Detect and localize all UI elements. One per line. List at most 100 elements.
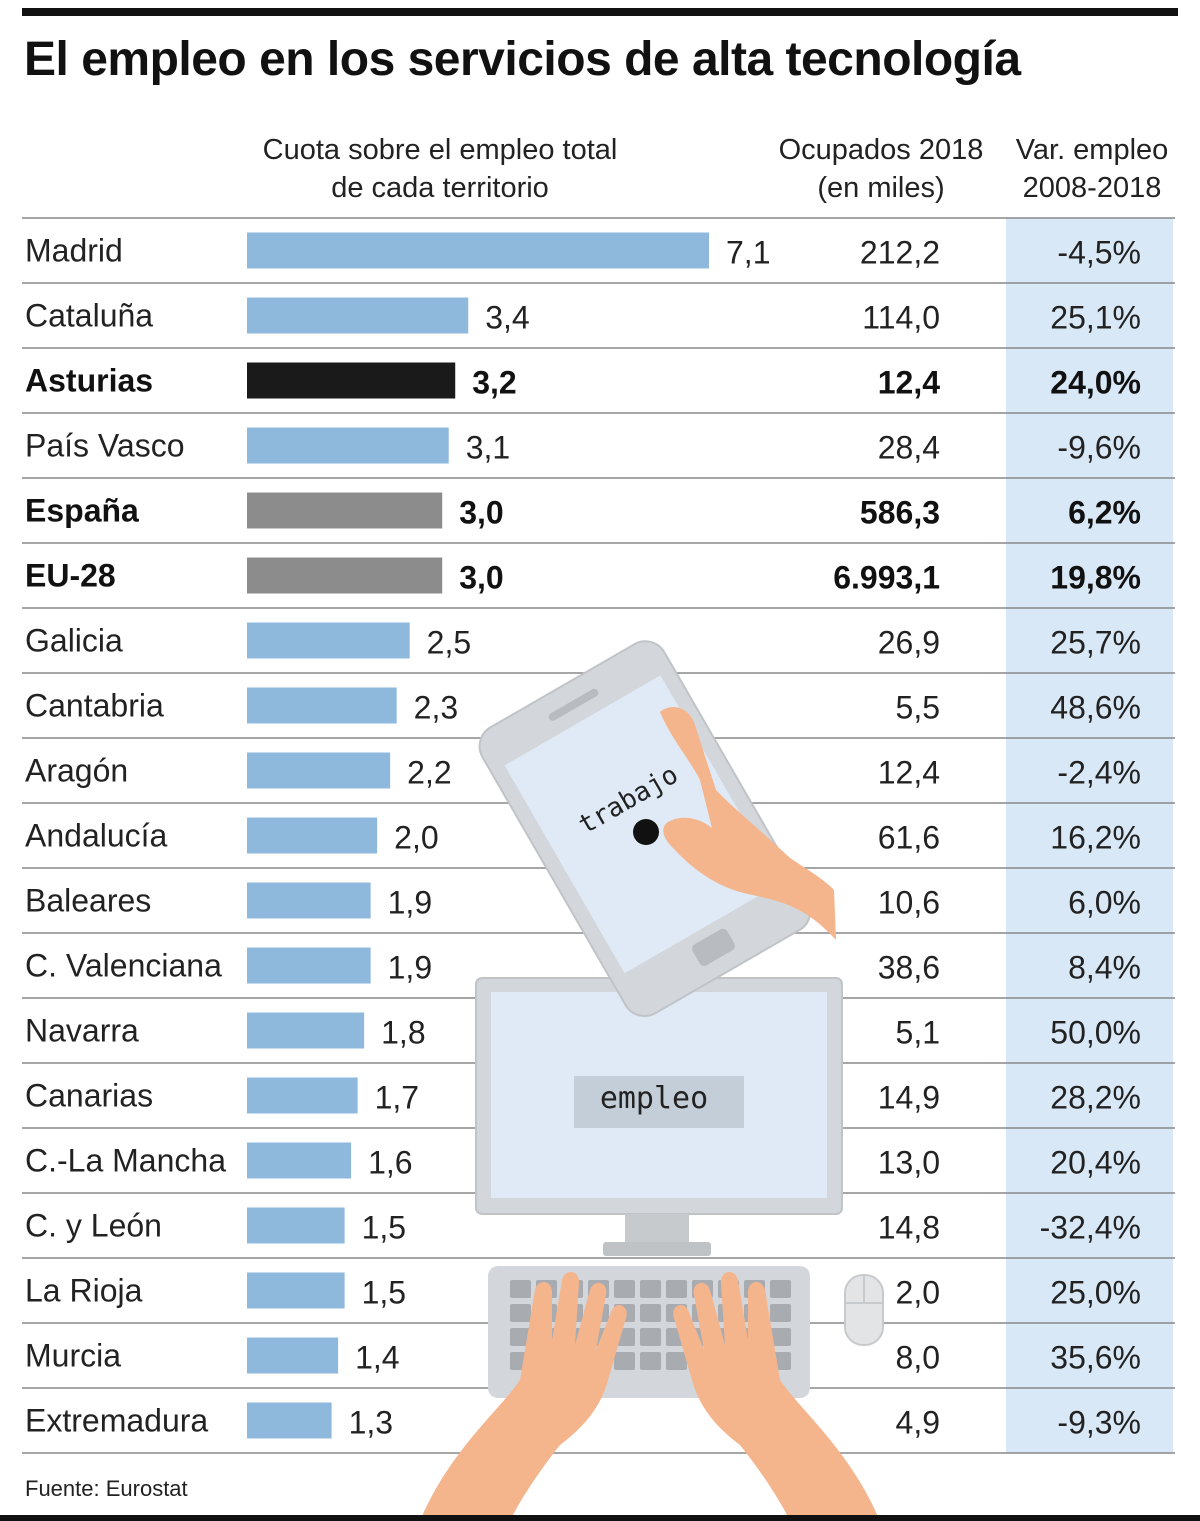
bar — [247, 362, 456, 399]
bar-value-label: 2,5 — [427, 625, 471, 661]
var-empleo-value: 28,2% — [1050, 1080, 1141, 1116]
bar-value-label: 1,9 — [388, 950, 432, 986]
bar-value-label: 1,7 — [375, 1080, 419, 1116]
bar — [247, 1077, 358, 1114]
bar-value-label: 1,9 — [388, 885, 432, 921]
category-label: Murcia — [25, 1338, 121, 1374]
bar — [247, 947, 371, 984]
category-label: Madrid — [25, 233, 123, 269]
category-label: Andalucía — [25, 818, 168, 854]
header-cuota-line1: Cuota sobre el empleo total — [262, 134, 618, 166]
bar-value-label: 1,5 — [362, 1210, 406, 1246]
bar — [247, 1207, 345, 1244]
category-label: Galicia — [25, 623, 123, 659]
bar-value-label: 2,2 — [407, 755, 451, 791]
header-cuota: Cuota sobre el empleo total de cada terr… — [245, 131, 635, 207]
ocupados-value: 26,9 — [878, 625, 940, 661]
header-ocupados-line2: (en miles) — [817, 172, 945, 204]
category-label: C. y León — [25, 1208, 162, 1244]
var-empleo-value: -9,6% — [1057, 430, 1141, 466]
category-label: España — [25, 493, 139, 529]
bar-value-label: 7,1 — [726, 235, 770, 271]
var-empleo-value: 35,6% — [1050, 1340, 1141, 1376]
ocupados-value: 38,6 — [878, 950, 940, 986]
category-label: Asturias — [25, 363, 153, 399]
var-empleo-value: 19,8% — [1050, 560, 1141, 596]
bar — [247, 427, 449, 464]
category-label: Cataluña — [25, 298, 153, 334]
bar — [247, 817, 378, 854]
bar — [247, 882, 371, 919]
bar — [247, 1272, 345, 1309]
bar-value-label: 3,0 — [459, 560, 503, 596]
bar — [247, 557, 443, 594]
var-empleo-value: -32,4% — [1040, 1210, 1141, 1246]
var-empleo-value: 8,4% — [1068, 950, 1141, 986]
bar — [247, 1012, 365, 1049]
var-empleo-value: 16,2% — [1050, 820, 1141, 856]
ocupados-value: 12,4 — [878, 755, 940, 791]
bar — [247, 622, 410, 659]
bottom-rule — [0, 1515, 1200, 1521]
category-label: Canarias — [25, 1078, 153, 1114]
bar-value-label: 3,1 — [466, 430, 510, 466]
ocupados-value: 6.993,1 — [833, 560, 940, 596]
header-ocupados-line1: Ocupados 2018 — [778, 134, 984, 166]
var-empleo-value: -4,5% — [1057, 235, 1141, 271]
bar-value-label: 1,5 — [362, 1275, 406, 1311]
var-empleo-value: -9,3% — [1057, 1405, 1141, 1441]
bar-value-label: 2,0 — [394, 820, 438, 856]
ocupados-value: 13,0 — [878, 1145, 940, 1181]
bar-value-label: 3,2 — [472, 365, 516, 401]
var-empleo-value: 25,1% — [1050, 300, 1141, 336]
bar — [247, 232, 709, 269]
ocupados-value: 5,1 — [896, 1015, 940, 1051]
ocupados-value: 8,0 — [896, 1340, 940, 1376]
header-var-line2: 2008-2018 — [1022, 172, 1162, 204]
header-var-empleo: Var. empleo 2008-2018 — [1006, 131, 1178, 207]
category-label: EU-28 — [25, 558, 116, 594]
var-empleo-value: 6,0% — [1068, 885, 1141, 921]
ocupados-value: 12,4 — [878, 365, 940, 401]
bar — [247, 1142, 352, 1179]
bar — [247, 687, 397, 724]
category-label: C. Valenciana — [25, 948, 222, 984]
ocupados-value: 5,5 — [896, 690, 940, 726]
ocupados-value: 61,6 — [878, 820, 940, 856]
ocupados-value: 2,0 — [896, 1275, 940, 1311]
var-empleo-value: 24,0% — [1050, 365, 1141, 401]
header-ocupados: Ocupados 2018 (en miles) — [776, 131, 986, 207]
ocupados-value: 4,9 — [896, 1405, 940, 1441]
var-empleo-value: 50,0% — [1050, 1015, 1141, 1051]
var-empleo-value: -2,4% — [1057, 755, 1141, 791]
ocupados-value: 14,9 — [878, 1080, 940, 1116]
category-label: Aragón — [25, 753, 128, 789]
category-label: C.-La Mancha — [25, 1143, 226, 1179]
ocupados-value: 14,8 — [878, 1210, 940, 1246]
bar — [247, 492, 443, 529]
category-label: Baleares — [25, 883, 151, 919]
var-column-background — [1006, 218, 1173, 1453]
bar — [247, 1337, 339, 1374]
bar-value-label: 3,4 — [485, 300, 529, 336]
var-empleo-value: 48,6% — [1050, 690, 1141, 726]
ocupados-value: 10,6 — [878, 885, 940, 921]
category-label: Extremadura — [25, 1403, 208, 1439]
bar-value-label: 1,4 — [355, 1340, 399, 1376]
top-rule — [22, 8, 1178, 16]
bar-value-label: 2,3 — [414, 690, 458, 726]
bar — [247, 1402, 332, 1439]
var-empleo-value: 25,0% — [1050, 1275, 1141, 1311]
var-empleo-value: 20,4% — [1050, 1145, 1141, 1181]
bar-value-label: 3,0 — [459, 495, 503, 531]
var-empleo-value: 25,7% — [1050, 625, 1141, 661]
ocupados-value: 114,0 — [862, 300, 940, 336]
category-label: La Rioja — [25, 1273, 143, 1309]
source-note: Fuente: Eurostat — [25, 1476, 188, 1501]
bar-value-label: 1,3 — [349, 1405, 393, 1441]
header-cuota-line2: de cada territorio — [331, 172, 549, 204]
bar — [247, 752, 391, 789]
var-empleo-value: 6,2% — [1068, 495, 1141, 531]
ocupados-value: 212,2 — [860, 235, 940, 271]
